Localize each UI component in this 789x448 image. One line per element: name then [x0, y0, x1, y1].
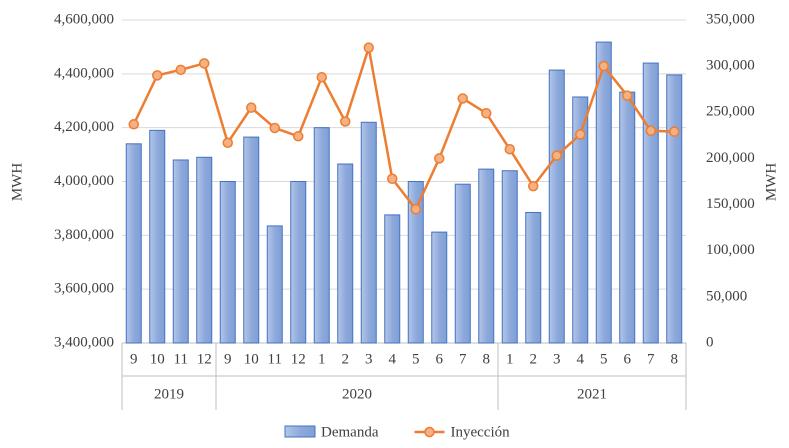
- bar: [360, 121, 377, 344]
- x-tick-label: 12: [197, 351, 212, 367]
- marker: [410, 203, 421, 215]
- x-tick-label: 1: [506, 351, 514, 367]
- marker: [293, 131, 304, 142]
- legend-label: Inyección: [450, 424, 510, 440]
- bar: [125, 143, 142, 344]
- x-tick-label: 8: [483, 351, 491, 367]
- y-axis-label: MWH: [9, 163, 25, 201]
- y-tick-label: 4,200,000: [54, 119, 114, 135]
- marker: [269, 122, 280, 134]
- bar: [431, 231, 448, 344]
- x-tick-label: 11: [174, 351, 188, 367]
- x-tick-label: 11: [268, 351, 282, 367]
- y-tick-label: 4,600,000: [54, 11, 114, 27]
- marker: [340, 116, 351, 127]
- marker: [128, 119, 139, 130]
- x-tick-label: 1: [318, 351, 326, 367]
- marker: [363, 42, 374, 53]
- bar: [290, 181, 307, 344]
- x-tick-label: 10: [150, 351, 165, 367]
- x-tick-label: 9: [224, 351, 232, 367]
- y2-tick-label: 250,000: [706, 104, 755, 120]
- marker: [316, 71, 327, 83]
- x-tick-label: 10: [244, 351, 259, 367]
- legend-swatch: [424, 426, 435, 438]
- marker: [152, 70, 163, 81]
- marker: [645, 125, 656, 136]
- bar: [172, 159, 189, 344]
- y-tick-label: 3,800,000: [54, 227, 114, 243]
- bar: [384, 214, 401, 344]
- bar: [525, 211, 542, 344]
- x-tick-label: 5: [600, 351, 608, 367]
- y-tick-label: 3,400,000: [54, 334, 114, 350]
- marker: [246, 102, 257, 113]
- bar: [478, 168, 495, 344]
- x-tick-label: 8: [671, 351, 679, 367]
- y2-axis-label: MWH: [763, 163, 779, 201]
- y-tick-label: 4,000,000: [54, 173, 114, 189]
- y2-tick-label: 350,000: [706, 11, 755, 27]
- y2-tick-label: 200,000: [706, 150, 755, 166]
- x-tick-label: 2: [530, 351, 538, 367]
- x-tick-label: 12: [291, 351, 306, 367]
- x-tick-label: 4: [577, 351, 585, 367]
- bar: [642, 62, 659, 344]
- marker: [551, 150, 562, 161]
- x-tick-label: 3: [553, 351, 561, 367]
- y-tick-label: 3,600,000: [54, 281, 114, 297]
- marker: [575, 129, 586, 140]
- bar: [313, 127, 330, 344]
- marker: [622, 90, 633, 101]
- marker: [457, 93, 468, 104]
- bar: [243, 136, 260, 344]
- bar: [595, 41, 612, 344]
- marker: [387, 173, 398, 184]
- line: [132, 47, 675, 212]
- marker: [175, 64, 186, 76]
- bar: [196, 156, 213, 344]
- marker: [598, 60, 609, 72]
- y-tick-label: 4,400,000: [54, 65, 114, 81]
- x-tick-label: 4: [389, 351, 397, 367]
- marker: [504, 143, 515, 155]
- bar: [501, 170, 518, 344]
- y2-tick-label: 50,000: [706, 288, 747, 304]
- bar: [666, 74, 683, 344]
- bar: [454, 183, 471, 344]
- group-label: 2020: [342, 386, 372, 402]
- x-tick-label: 7: [647, 351, 655, 367]
- marker: [222, 137, 233, 148]
- bar: [337, 163, 354, 344]
- bar: [548, 69, 565, 344]
- marker: [669, 126, 680, 137]
- marker: [528, 180, 539, 192]
- marker: [481, 107, 492, 119]
- x-tick-label: 7: [459, 351, 467, 367]
- y2-tick-label: 100,000: [706, 242, 755, 258]
- bar: [219, 181, 236, 344]
- bar: [149, 129, 166, 344]
- x-tick-label: 6: [436, 351, 444, 367]
- group-label: 2021: [577, 386, 607, 402]
- bar: [266, 225, 283, 344]
- y2-tick-label: 300,000: [706, 58, 755, 74]
- x-tick-label: 9: [130, 351, 138, 367]
- marker: [199, 58, 210, 69]
- marker: [434, 153, 445, 164]
- x-tick-label: 5: [412, 351, 420, 367]
- x-tick-label: 6: [624, 351, 632, 367]
- bar: [572, 96, 589, 344]
- legend-swatch: [284, 425, 316, 438]
- bar: [619, 91, 636, 344]
- x-tick-label: 3: [365, 351, 373, 367]
- y2-tick-label: 0: [706, 334, 714, 350]
- bar: [407, 181, 424, 344]
- legend-label: Demanda: [321, 424, 379, 440]
- y2-tick-label: 150,000: [706, 196, 755, 212]
- x-tick-label: 2: [342, 351, 350, 367]
- group-label: 2019: [154, 386, 184, 402]
